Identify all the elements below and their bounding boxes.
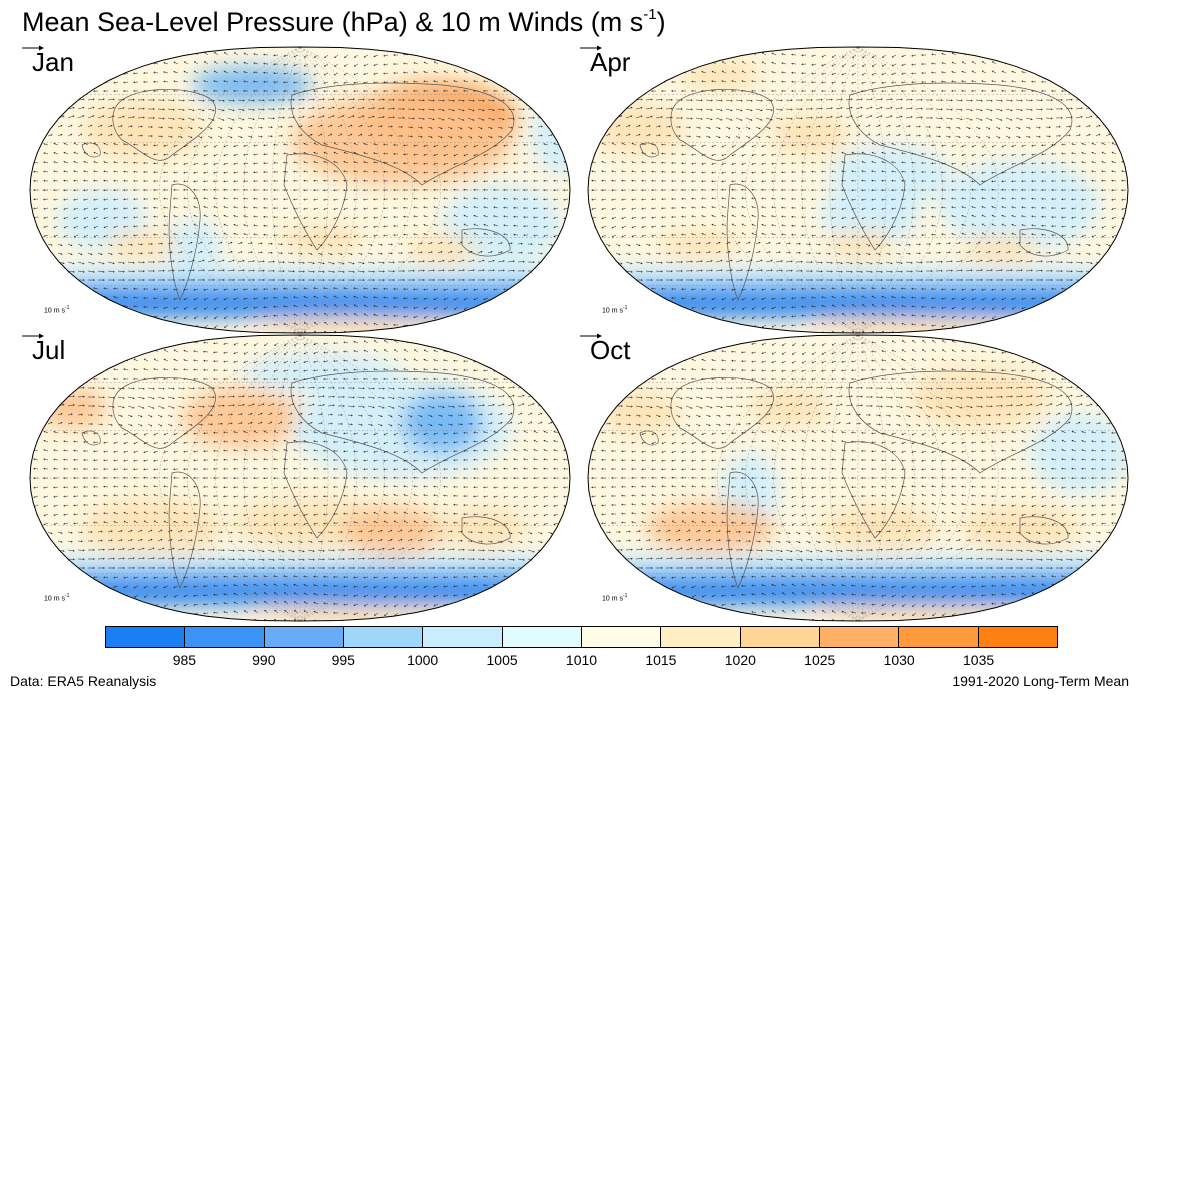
colorbar-segment <box>978 627 1057 647</box>
colorbar-tick-label: 1020 <box>724 652 756 668</box>
colorbar-segment <box>264 627 344 647</box>
reference-vector-label: 10 m s-1 <box>602 593 628 603</box>
panel-label-jul: Jul <box>32 335 66 365</box>
colorbar-tick-label: 1010 <box>565 652 598 668</box>
colorbar-segment <box>106 627 186 647</box>
panel-label-jan: Jan <box>32 47 74 77</box>
reference-vector-arrow-icon <box>22 45 44 51</box>
colorbar-segment <box>899 627 979 647</box>
reference-vector-arrow-icon <box>580 333 602 339</box>
reference-vector-label: 10 m s-1 <box>602 305 628 315</box>
colorbar <box>105 626 1058 648</box>
panel-label-oct: Oct <box>590 335 631 365</box>
map-panel-jan: Jan 10 m s-1 <box>22 45 578 335</box>
colorbar-tick-label: 995 <box>331 652 355 668</box>
map-panel-apr: Apr 10 m s-1 <box>580 45 1136 335</box>
map-panel-oct: Oct 10 m s-1 <box>580 333 1136 623</box>
colorbar-segment <box>423 627 503 647</box>
colorbar-segment <box>502 627 582 647</box>
colorbar-segment <box>581 627 662 647</box>
figure-title: Mean Sea-Level Pressure (hPa) & 10 m Win… <box>22 6 666 37</box>
colorbar-tick-label: 1015 <box>645 652 677 668</box>
reference-vector-arrow-icon <box>22 333 44 339</box>
reference-vector-arrow-icon <box>580 45 602 51</box>
colorbar-tick-label: 1000 <box>407 652 439 668</box>
colorbar-tick-labels: 985 990 995 1000 1005 1010 1015 1020 1025 1030 103… <box>105 652 1058 670</box>
colorbar-segment <box>661 627 741 647</box>
period-credit: 1991-2020 Long-Term Mean <box>952 673 1129 689</box>
colorbar-tick-label: 1025 <box>804 652 836 668</box>
reference-vector-label: 10 m s-1 <box>44 305 70 315</box>
data-source-credit: Data: ERA5 Reanalysis <box>10 673 157 689</box>
colorbar-segment <box>185 627 265 647</box>
colorbar-segment <box>740 627 820 647</box>
reference-vector-label: 10 m s-1 <box>44 593 70 603</box>
colorbar-tick-label: 1030 <box>883 652 915 668</box>
robinson-map-apr <box>587 46 1129 334</box>
colorbar-segment <box>819 627 900 647</box>
robinson-map-oct <box>587 334 1129 622</box>
colorbar-segment <box>343 627 424 647</box>
robinson-map-jul <box>29 334 571 622</box>
map-panel-jul: Jul 10 m s-1 <box>22 333 578 623</box>
colorbar-tick-label: 985 <box>172 652 197 668</box>
robinson-map-jan <box>29 46 571 334</box>
colorbar-tick-label: 1005 <box>486 652 518 668</box>
colorbar-tick-label: 990 <box>252 652 276 668</box>
panel-label-apr: Apr <box>590 47 631 77</box>
colorbar-tick-label: 1035 <box>963 652 995 668</box>
